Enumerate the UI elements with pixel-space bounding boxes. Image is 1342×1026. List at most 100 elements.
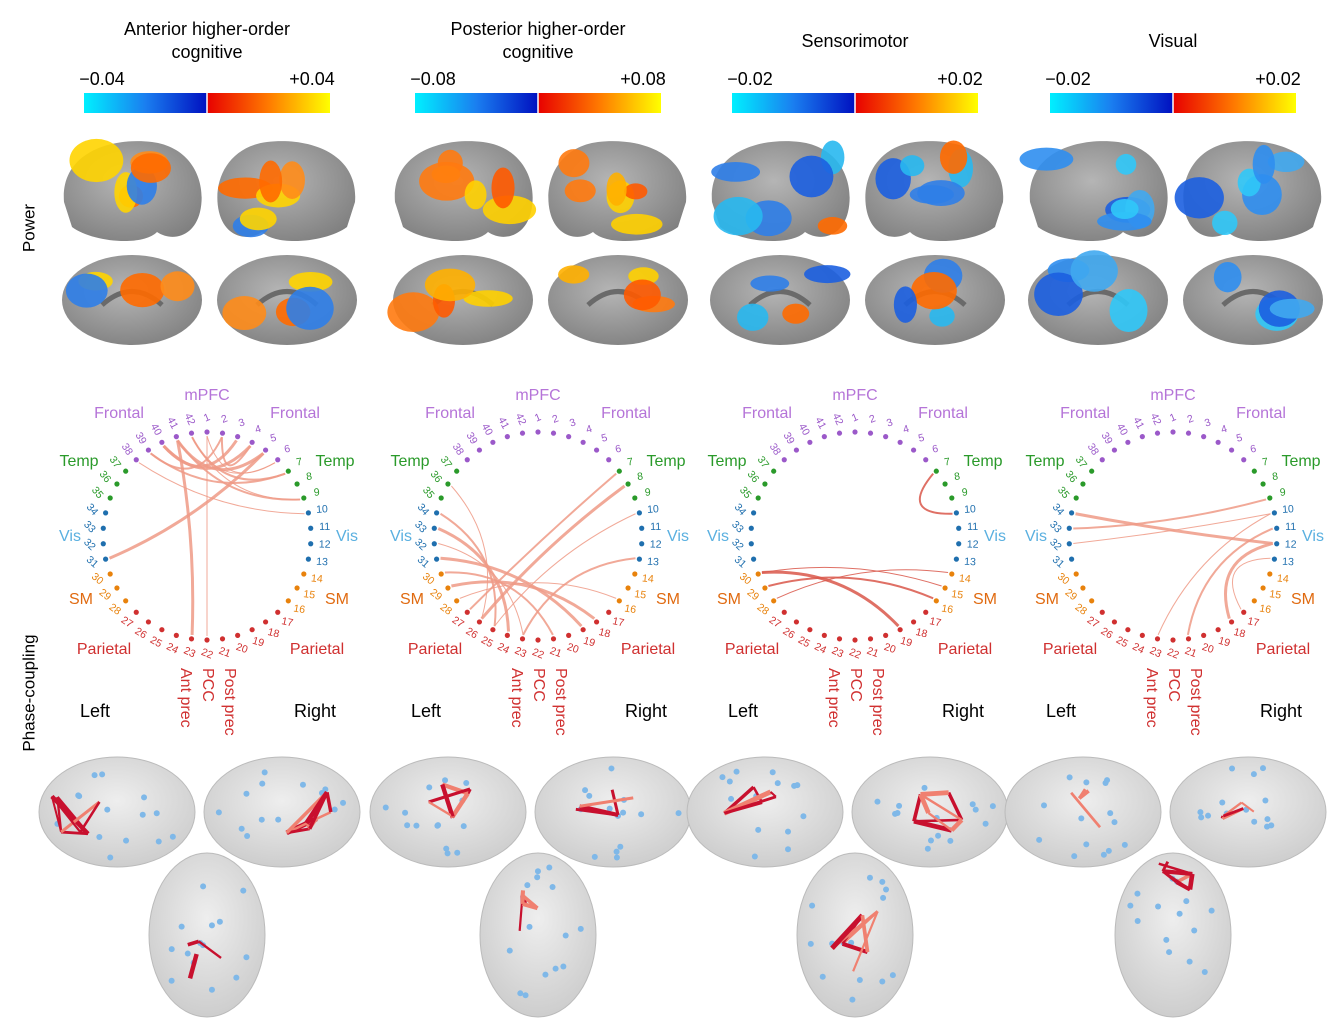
- node-number: 28: [1073, 601, 1090, 618]
- node: [1272, 510, 1277, 515]
- node-number: 36: [745, 469, 762, 486]
- precuneus-label: Post prec: [869, 668, 886, 736]
- node: [762, 481, 767, 486]
- region-label: Parietal: [621, 641, 675, 658]
- node-number: 23: [1148, 645, 1164, 661]
- electrode: [1127, 903, 1133, 909]
- colorbar-pos: [855, 93, 978, 113]
- node: [123, 598, 128, 603]
- node-number: 30: [1055, 571, 1072, 588]
- activation: [611, 214, 662, 235]
- electrode: [107, 854, 113, 860]
- node-number: 2: [220, 412, 230, 425]
- activation: [1071, 250, 1118, 291]
- side-right: Right: [294, 701, 336, 721]
- node: [1080, 585, 1085, 590]
- node: [159, 627, 164, 632]
- node: [625, 585, 630, 590]
- electrode: [96, 834, 102, 840]
- node: [606, 457, 611, 462]
- node: [101, 541, 106, 546]
- electrode: [1187, 959, 1193, 965]
- node: [308, 526, 313, 531]
- colorbar-neg: [415, 93, 538, 113]
- node: [1140, 434, 1145, 439]
- electrode: [262, 769, 268, 775]
- node: [286, 598, 291, 603]
- electrode: [244, 833, 250, 839]
- node: [1229, 619, 1234, 624]
- node-number: 2: [868, 412, 878, 425]
- node: [883, 434, 888, 439]
- region-label: Vis: [1025, 528, 1047, 545]
- node-number: 28: [438, 601, 455, 618]
- activation: [624, 183, 647, 199]
- node: [1170, 429, 1175, 434]
- activation: [161, 271, 195, 301]
- electrode: [1202, 969, 1208, 975]
- region-label: Frontal: [742, 405, 792, 422]
- electrode: [1264, 824, 1270, 830]
- node-number: 20: [1200, 641, 1215, 656]
- node: [1067, 541, 1072, 546]
- electrode: [1177, 911, 1183, 917]
- electrode: [727, 778, 733, 784]
- electrode: [404, 822, 410, 828]
- node: [301, 495, 306, 500]
- node-number: 8: [1271, 470, 1279, 483]
- electrode: [275, 817, 281, 823]
- node: [637, 557, 642, 562]
- electrode: [239, 826, 245, 832]
- node-number: 24: [164, 641, 180, 657]
- electrode: [922, 785, 928, 791]
- node-number: 25: [796, 634, 812, 650]
- activation: [66, 274, 108, 308]
- precuneus-label: Ant prec: [508, 668, 525, 728]
- electrode: [1078, 815, 1084, 821]
- electrode: [1067, 774, 1073, 780]
- node-number: 31: [1050, 554, 1067, 571]
- node: [852, 637, 857, 642]
- node: [204, 637, 209, 642]
- node-number: 13: [964, 556, 976, 569]
- node: [617, 469, 622, 474]
- node: [1260, 585, 1265, 590]
- colorbar-neg: [732, 93, 855, 113]
- node: [1125, 440, 1130, 445]
- node-number: 5: [1235, 432, 1244, 445]
- scale-min: −0.08: [410, 69, 456, 89]
- electrode: [259, 781, 265, 787]
- node-number: 18: [266, 626, 280, 640]
- node-number: 21: [865, 645, 880, 660]
- node-number: 35: [420, 484, 437, 501]
- node: [911, 447, 916, 452]
- node-number: 3: [237, 416, 246, 429]
- activation: [259, 161, 282, 203]
- region-label: SM: [717, 591, 741, 608]
- node: [220, 636, 225, 641]
- glass-brain: [797, 853, 913, 1017]
- activation: [286, 287, 333, 330]
- node-number: 3: [568, 416, 577, 429]
- glass-brain: [1005, 757, 1161, 867]
- node: [1216, 440, 1221, 445]
- node: [1069, 557, 1074, 562]
- electrode: [243, 954, 249, 960]
- precuneus-label: Ant prec: [825, 668, 842, 728]
- node-number: 22: [199, 646, 215, 662]
- activation: [917, 180, 964, 206]
- node: [1074, 571, 1079, 576]
- node: [465, 457, 470, 462]
- region-label: Parietal: [290, 641, 344, 658]
- node: [762, 585, 767, 590]
- electrode: [935, 833, 941, 839]
- electrode: [92, 772, 98, 778]
- node: [771, 469, 776, 474]
- region-label: Frontal: [918, 405, 968, 422]
- electrode: [240, 888, 246, 894]
- node-number: 9: [644, 486, 651, 499]
- activation: [1110, 289, 1148, 332]
- node: [1100, 610, 1105, 615]
- node-number: 14: [310, 572, 323, 585]
- node-number: 34: [84, 501, 101, 518]
